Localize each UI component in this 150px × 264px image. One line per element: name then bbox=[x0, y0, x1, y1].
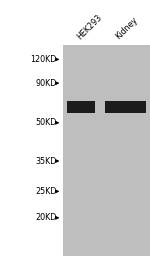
Text: HEK293: HEK293 bbox=[75, 12, 104, 41]
Text: 20KD: 20KD bbox=[36, 213, 57, 222]
Text: 50KD: 50KD bbox=[36, 118, 57, 127]
Bar bbox=[105, 101, 146, 113]
Bar bbox=[63, 45, 150, 256]
Text: 35KD: 35KD bbox=[36, 157, 57, 166]
Text: 90KD: 90KD bbox=[36, 79, 57, 88]
Text: Kidney: Kidney bbox=[114, 15, 139, 41]
Bar bbox=[67, 101, 95, 113]
Text: 120KD: 120KD bbox=[31, 55, 57, 64]
Text: 25KD: 25KD bbox=[36, 187, 57, 196]
